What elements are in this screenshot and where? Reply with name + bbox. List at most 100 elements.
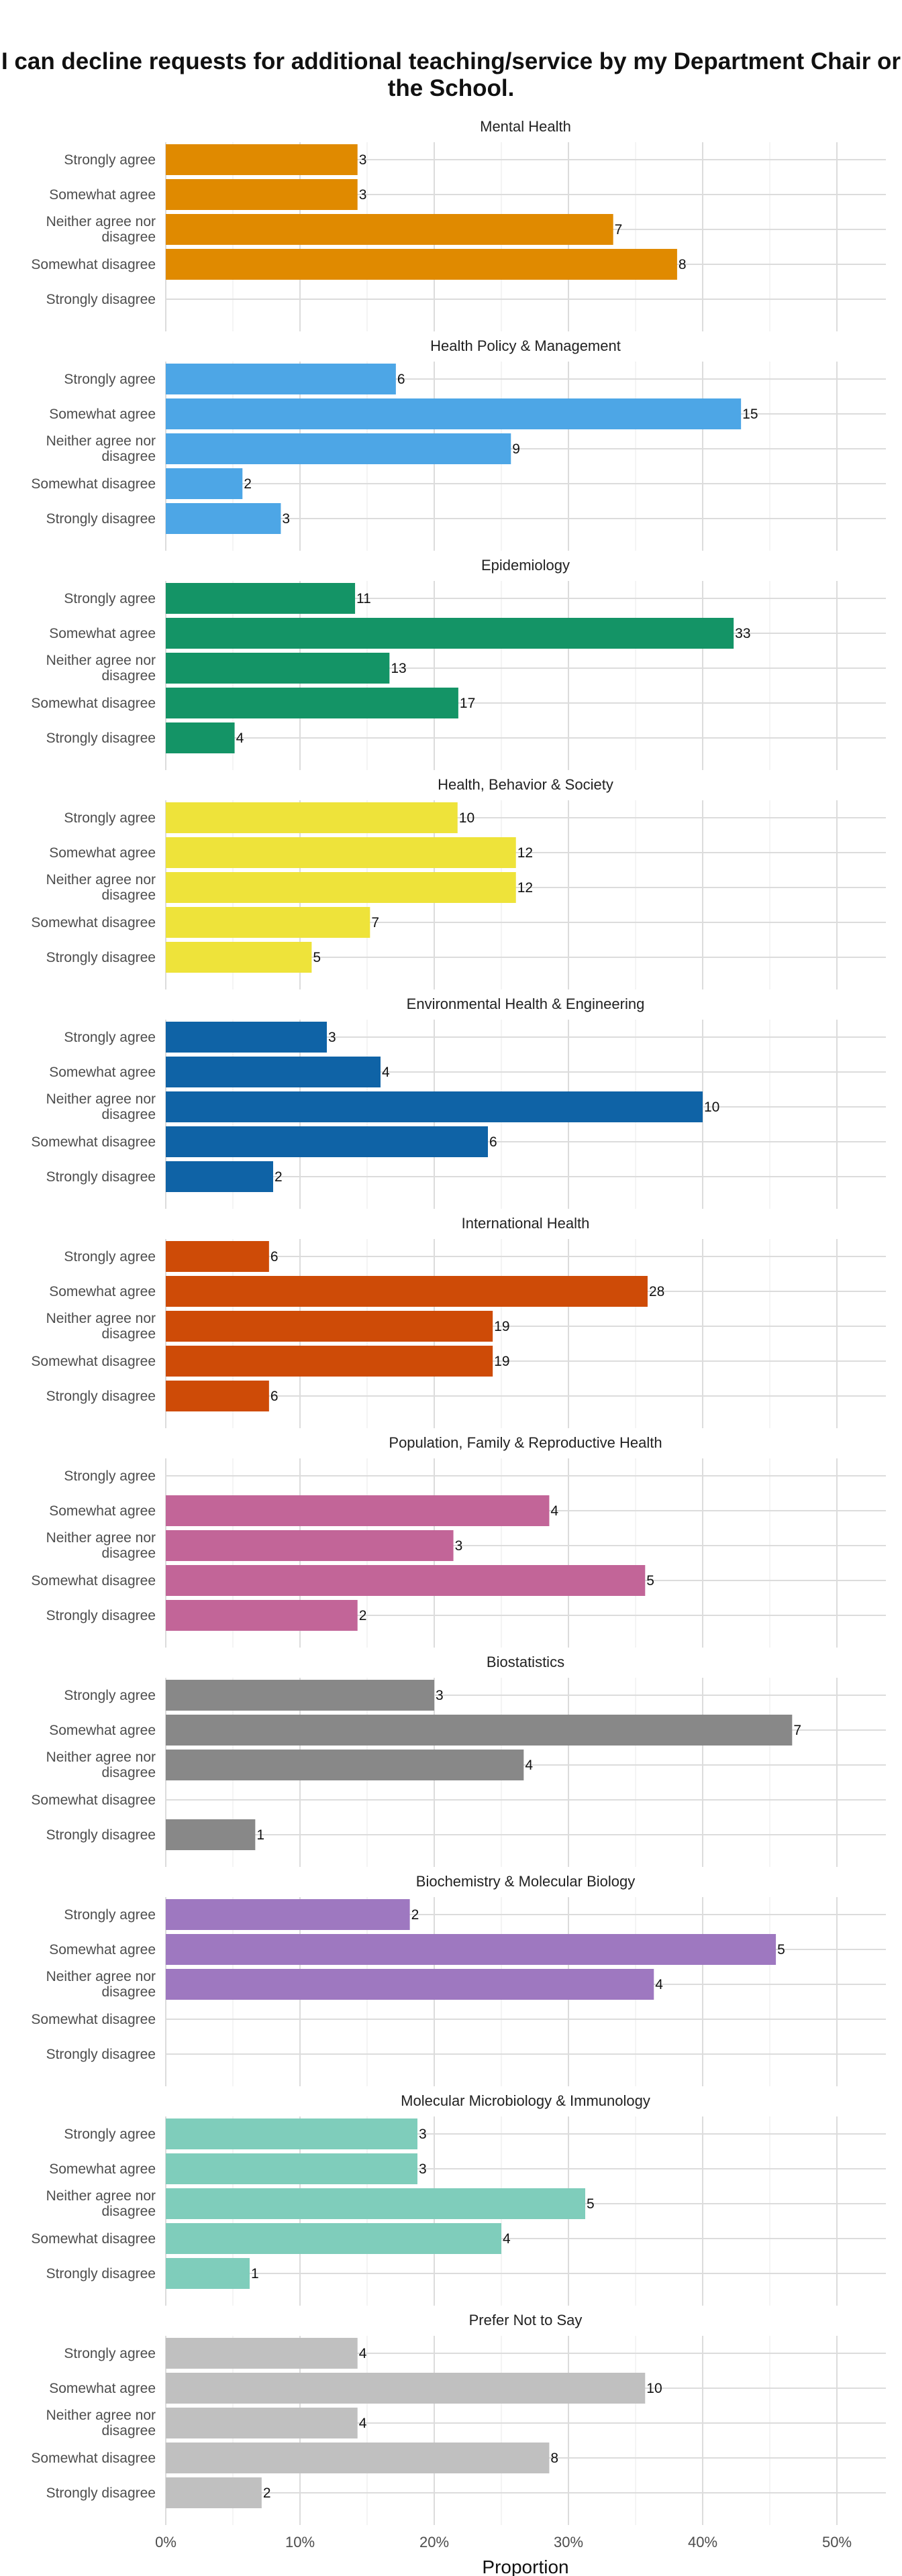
bar <box>166 618 734 649</box>
bar <box>166 398 742 429</box>
category-label: Neither agree nor <box>46 1311 156 1326</box>
value-label: 1 <box>256 1827 264 1843</box>
category-label: Neither agree nor <box>46 1969 156 1984</box>
bar <box>166 1899 410 1930</box>
value-label: 11 <box>356 591 371 606</box>
value-label: 4 <box>359 2346 367 2361</box>
category-label: Strongly agree <box>64 591 156 606</box>
category-label: Strongly agree <box>64 1249 156 1265</box>
bar <box>166 144 358 175</box>
value-label: 5 <box>777 1942 785 1957</box>
category-label: Neither agree nor <box>46 653 156 668</box>
value-label: 4 <box>525 1758 533 1773</box>
category-label: Somewhat disagree <box>31 1134 156 1150</box>
facet-title: International Health <box>462 1215 590 1232</box>
value-label: 12 <box>517 845 533 861</box>
value-label: 2 <box>244 476 252 492</box>
value-label: 3 <box>455 1538 463 1554</box>
bar <box>166 1161 273 1192</box>
value-label: 4 <box>236 731 244 746</box>
category-label: disagree <box>101 2204 156 2219</box>
category-label: Neither agree nor <box>46 1091 156 1107</box>
category-label: Somewhat agree <box>49 1065 156 1080</box>
bar <box>166 1126 488 1157</box>
bar <box>166 1091 703 1122</box>
facet-title: Environmental Health & Engineering <box>407 996 645 1012</box>
facet-title: Epidemiology <box>481 557 570 574</box>
bar <box>166 2408 358 2438</box>
category-label: Somewhat agree <box>49 1942 156 1957</box>
category-label: Strongly disagree <box>46 2485 156 2501</box>
value-label: 13 <box>391 661 406 676</box>
value-label: 10 <box>704 1099 719 1115</box>
category-label: disagree <box>101 668 156 684</box>
bar <box>166 1241 269 1272</box>
value-label: 4 <box>382 1065 390 1080</box>
category-label: Strongly agree <box>64 1030 156 1045</box>
category-label: Strongly disagree <box>46 1169 156 1185</box>
bar <box>166 2373 646 2404</box>
value-label: 10 <box>459 810 474 826</box>
bar <box>166 1934 776 1965</box>
bar <box>166 1057 381 1087</box>
category-label: Somewhat agree <box>49 626 156 641</box>
value-label: 3 <box>359 187 367 203</box>
category-label: Somewhat agree <box>49 2161 156 2177</box>
bar <box>166 688 458 718</box>
category-label: Neither agree nor <box>46 2408 156 2423</box>
facet-title: Molecular Microbiology & Immunology <box>401 2092 650 2109</box>
category-label: Strongly disagree <box>46 1827 156 1843</box>
facet-title: Health Policy & Management <box>430 337 621 354</box>
x-tick-label: 40% <box>688 2534 717 2551</box>
facet-title: Biochemistry & Molecular Biology <box>416 1873 635 1890</box>
value-label: 4 <box>550 1503 558 1519</box>
category-label: disagree <box>101 1984 156 2000</box>
bar <box>166 2118 417 2149</box>
facet-title: Biostatistics <box>487 1654 564 1670</box>
category-label: Somewhat disagree <box>31 2012 156 2027</box>
bar <box>166 2188 585 2219</box>
bar <box>166 802 458 833</box>
category-label: Somewhat disagree <box>31 2231 156 2247</box>
bar <box>166 1495 550 1526</box>
category-label: Neither agree nor <box>46 1530 156 1546</box>
value-label: 2 <box>263 2485 271 2501</box>
bar <box>166 1311 493 1342</box>
x-tick-label: 0% <box>155 2534 177 2551</box>
value-label: 3 <box>419 2127 427 2142</box>
value-label: 15 <box>742 407 758 422</box>
x-tick-label: 10% <box>285 2534 315 2551</box>
value-label: 5 <box>587 2196 595 2212</box>
category-label: Somewhat agree <box>49 1284 156 1299</box>
bar <box>166 1346 493 1377</box>
value-label: 12 <box>517 880 533 896</box>
value-label: 2 <box>411 1907 419 1923</box>
category-label: Somewhat agree <box>49 1723 156 1738</box>
category-label: Strongly disagree <box>46 2266 156 2282</box>
category-label: Strongly agree <box>64 2127 156 2142</box>
bar <box>166 249 677 280</box>
category-label: Somewhat disagree <box>31 1573 156 1589</box>
bar <box>166 214 613 245</box>
category-label: Somewhat disagree <box>31 696 156 711</box>
bar <box>166 1819 256 1850</box>
bar <box>166 1600 358 1631</box>
category-label: Neither agree nor <box>46 214 156 229</box>
category-label: Strongly disagree <box>46 1608 156 1623</box>
category-label: Somewhat agree <box>49 407 156 422</box>
category-label: Strongly agree <box>64 152 156 168</box>
x-tick-label: 20% <box>419 2534 449 2551</box>
bar <box>166 872 516 903</box>
category-label: Strongly disagree <box>46 292 156 307</box>
facet-title: Prefer Not to Say <box>469 2312 583 2328</box>
category-label: Somewhat disagree <box>31 1354 156 1369</box>
bar <box>166 2153 417 2184</box>
value-label: 8 <box>550 2451 558 2466</box>
bar <box>166 179 358 210</box>
category-label: Neither agree nor <box>46 2188 156 2204</box>
category-label: Strongly disagree <box>46 950 156 965</box>
x-tick-label: 30% <box>554 2534 583 2551</box>
value-label: 2 <box>274 1169 283 1185</box>
value-label: 5 <box>313 950 321 965</box>
